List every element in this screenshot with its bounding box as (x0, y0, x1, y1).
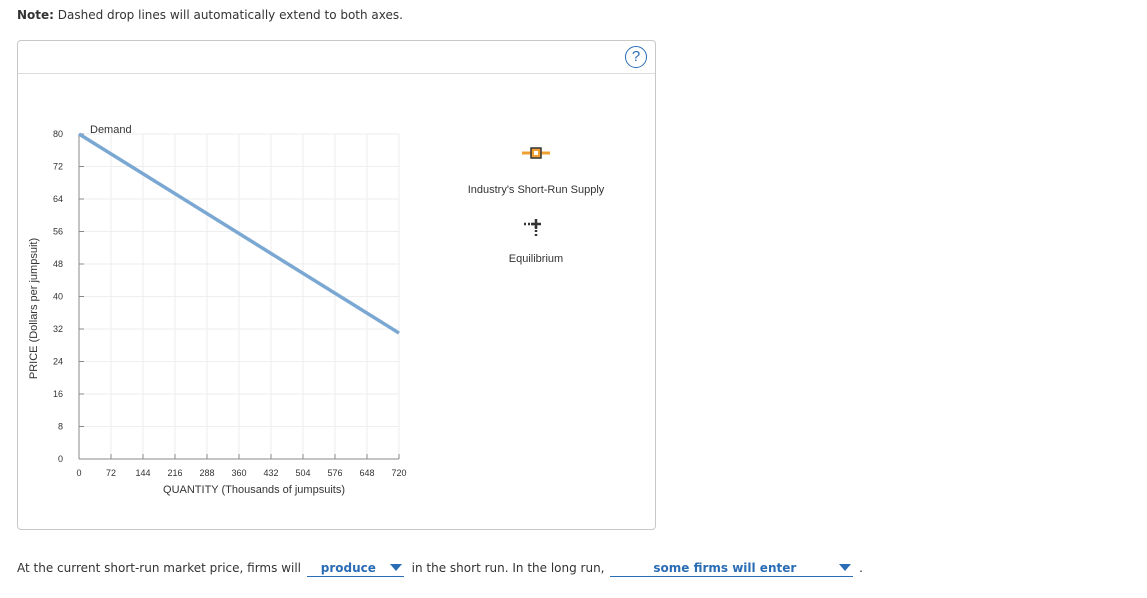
y-tick-label: 32 (53, 324, 63, 334)
y-tick-label: 64 (53, 194, 63, 204)
x-tick-label: 648 (359, 468, 374, 478)
square-marker-center (534, 151, 538, 155)
question-sentence: At the current short-run market price, f… (17, 560, 863, 577)
y-tick-label: 16 (53, 389, 63, 399)
supply-legend-label: Industry's Short-Run Supply (468, 184, 605, 196)
chart[interactable]: 0 8 16 24 32 40 48 56 64 72 80 0 72 144 216 288 360 432 50… (18, 41, 655, 529)
x-tick-label: 216 (167, 468, 182, 478)
chevron-down-icon (839, 564, 852, 571)
x-tick-label: 504 (295, 468, 310, 478)
panel-header: ? (18, 41, 655, 74)
equilibrium-legend-label: Equilibrium (509, 253, 563, 265)
y-tick-label: 72 (53, 162, 63, 172)
question-part2: in the short run. In the long run, (411, 561, 605, 575)
help-button[interactable]: ? (625, 46, 647, 68)
long-run-dropdown-value: some firms will enter (653, 561, 797, 575)
note-label: Note: (17, 8, 54, 22)
y-axis-label: PRICE (Dollars per jumpsuit) (28, 238, 40, 379)
note-text: Note: Dashed drop lines will automatical… (17, 8, 403, 22)
question-part1: At the current short-run market price, f… (17, 561, 302, 575)
question-part3: . (859, 561, 863, 575)
x-tick-label: 720 (391, 468, 406, 478)
x-tick-label: 72 (106, 468, 116, 478)
produce-dropdown-value: produce (320, 561, 376, 575)
note-body: Dashed drop lines will automatically ext… (53, 8, 403, 22)
x-axis-label: QUANTITY (Thousands of jumpsuits) (163, 484, 345, 496)
y-tick-label: 56 (53, 227, 63, 237)
y-tick-label: 48 (53, 259, 63, 269)
x-tick-label: 576 (327, 468, 342, 478)
x-tick-label: 360 (231, 468, 246, 478)
produce-dropdown[interactable]: produce (306, 560, 404, 577)
y-tick-label: 0 (58, 454, 63, 464)
x-tick-label: 432 (263, 468, 278, 478)
x-tick-label: 0 (76, 468, 81, 478)
y-tick-label: 40 (53, 292, 63, 302)
x-tick-label: 288 (199, 468, 214, 478)
graph-panel: ? 0 8 16 24 32 40 48 56 64 72 80 0 72 144 216 288 360 432… (17, 40, 656, 530)
demand-line (78, 132, 400, 335)
x-tick-label: 144 (135, 468, 150, 478)
demand-label: Demand (90, 124, 132, 136)
y-tick-label: 24 (53, 357, 63, 367)
y-tick-label: 80 (53, 129, 63, 139)
long-run-dropdown[interactable]: some firms will enter (610, 560, 854, 577)
chevron-down-icon (389, 564, 402, 571)
y-tick-label: 8 (58, 422, 63, 432)
